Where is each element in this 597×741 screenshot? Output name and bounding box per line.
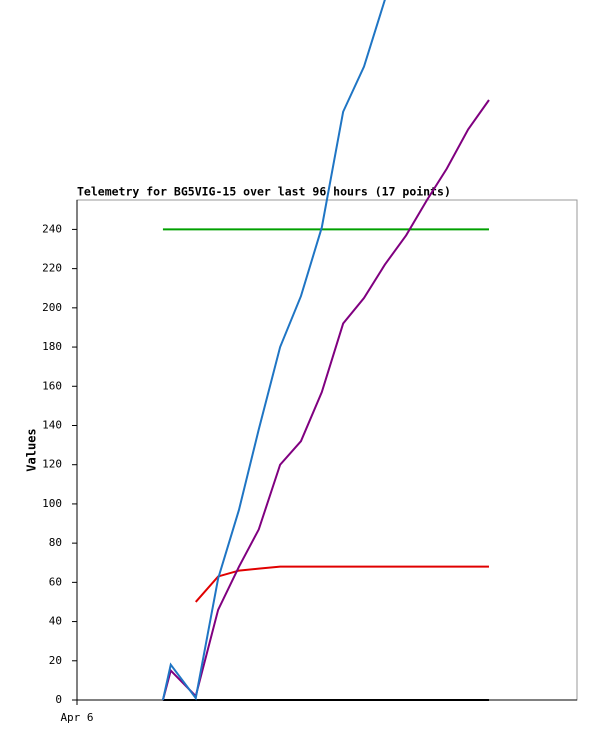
plot-frame: [76, 199, 578, 701]
series-line: [194, 565, 489, 603]
y-tick-label: 160: [42, 379, 62, 392]
y-tick-label: 60: [49, 575, 62, 588]
chart-title: Telemetry for BG5VIG-15 over last 96 hou…: [77, 185, 451, 199]
y-tick-label: 200: [42, 301, 62, 314]
y-tick-label: 100: [42, 497, 62, 510]
y-tick-label: 40: [49, 615, 62, 628]
y-axis-label: Values: [25, 428, 39, 471]
series-line: [161, 0, 386, 701]
y-tick-label: 120: [42, 458, 62, 471]
y-tick-label: 0: [55, 693, 62, 706]
x-tick-label: Apr 6: [60, 711, 93, 724]
y-tick-label: 240: [42, 222, 62, 235]
series-line: [161, 99, 490, 701]
y-tick-label: 220: [42, 262, 62, 275]
y-tick-label: 20: [49, 654, 62, 667]
y-tick-label: 140: [42, 418, 62, 431]
y-tick-label: 180: [42, 340, 62, 353]
y-tick-label: 80: [49, 536, 62, 549]
